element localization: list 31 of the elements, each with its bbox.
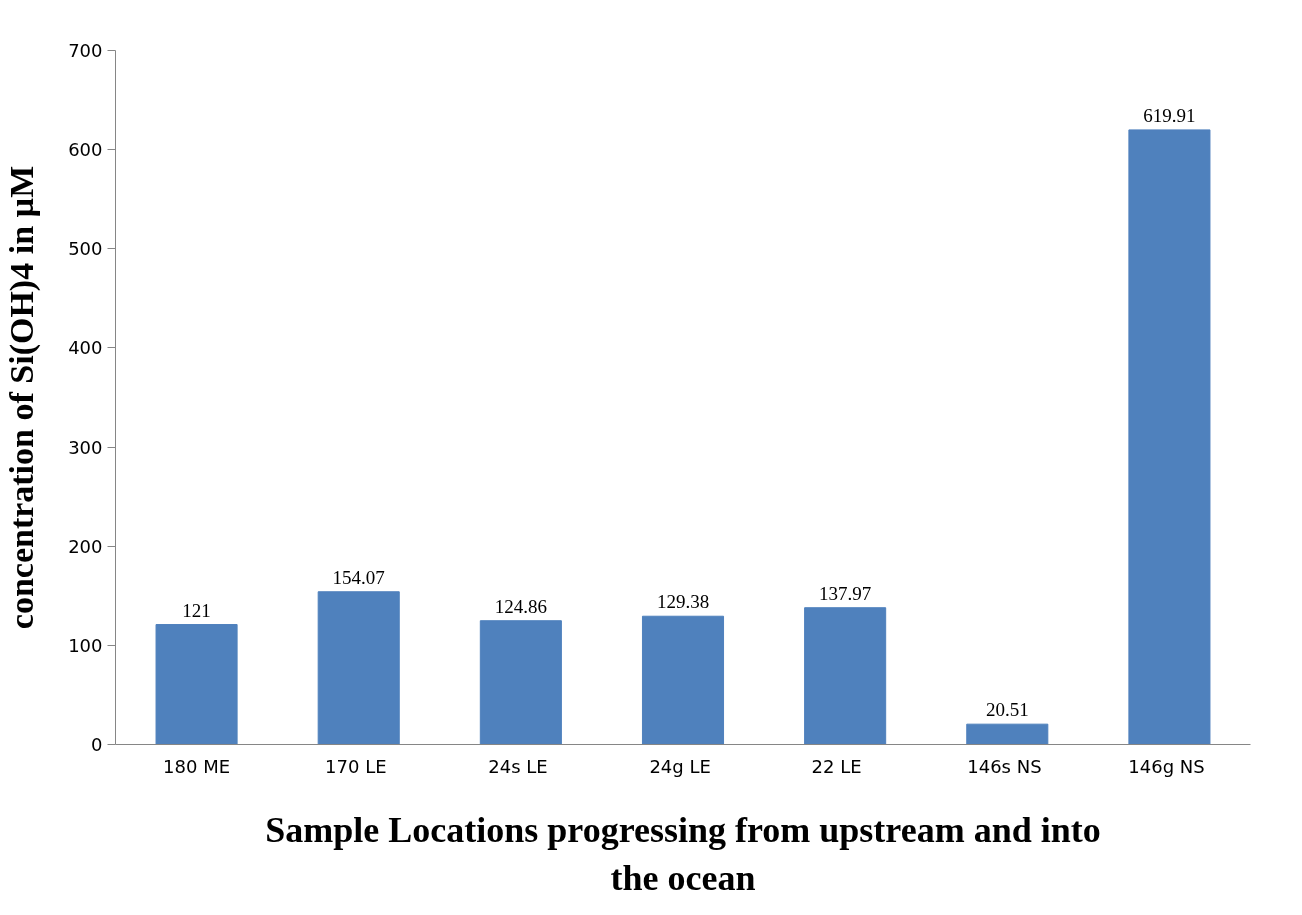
data-label: 129.38: [656, 591, 710, 613]
bar: [641, 615, 725, 745]
bar: [479, 620, 562, 745]
y-tick-label: 500: [68, 238, 103, 260]
data-label: 121: [182, 599, 211, 621]
y-tick-label: 400: [68, 337, 103, 359]
y-tick-label: 200: [68, 535, 103, 557]
bar: [966, 723, 1049, 745]
bar: [317, 591, 400, 745]
y-tick-label: 700: [68, 40, 103, 61]
y-axis-title: concentration of Si(OH)4 in µM: [3, 165, 42, 630]
y-tick-label: 100: [68, 634, 103, 656]
data-label: 619.91: [1143, 104, 1196, 126]
data-label: 137.97: [819, 582, 872, 604]
bar: [155, 624, 238, 745]
x-tick-label: 24g LE: [649, 755, 711, 777]
bar: [1128, 129, 1211, 745]
data-label: 154.07: [332, 566, 385, 588]
x-tick-label: 24s LE: [488, 755, 548, 777]
x-tick-label: 170 LE: [325, 755, 387, 777]
x-tick-label: 146s NS: [967, 755, 1042, 777]
x-tick-label: 180 ME: [163, 755, 231, 777]
data-label: 124.86: [494, 595, 547, 617]
y-tick-label: 0: [91, 734, 103, 755]
data-label: 20.51: [985, 699, 1029, 721]
x-tick-label: 146g NS: [1128, 755, 1205, 777]
bar: [804, 607, 887, 745]
y-tick-label: 300: [68, 436, 103, 458]
y-tick-label: 600: [68, 139, 103, 161]
x-axis-title: Sample Locations progressing from upstream and into the ocean: [265, 809, 1101, 898]
x-tick-label: 22 LE: [811, 755, 862, 777]
